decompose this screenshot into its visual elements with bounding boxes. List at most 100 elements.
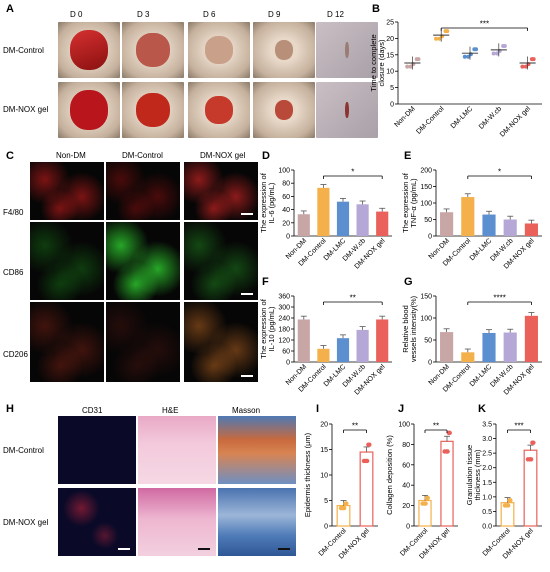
y-tick-label: 2.0: [482, 465, 492, 472]
bar: [503, 332, 517, 362]
y-tick-label: 0: [428, 234, 432, 241]
data-point: [505, 503, 511, 508]
significance-marker: *: [498, 168, 501, 177]
y-tick-label: 2.5: [482, 451, 492, 458]
y-tick-label: 15: [386, 52, 394, 59]
panel-label-j: J: [398, 403, 405, 415]
col-label-dm-nox-gel: DM-NOX gel: [200, 151, 246, 160]
y-axis-label: thickness (mm): [473, 449, 482, 500]
bar: [356, 329, 369, 362]
panel-label-g: G: [404, 276, 413, 288]
col-label-masson: Masson: [232, 406, 261, 415]
y-axis-label: IL-6 (pg/mL): [267, 182, 276, 223]
data-point: [491, 51, 496, 56]
y-tick-label: 20: [402, 503, 410, 510]
data-point: [495, 51, 500, 56]
data-point: [437, 36, 442, 41]
wound-photo: [58, 82, 120, 138]
data-point: [445, 449, 450, 454]
row-label-cd86: CD86: [3, 268, 24, 277]
y-tick-label: 360: [278, 294, 290, 301]
bar: [336, 338, 350, 362]
fluorescence-image: [184, 302, 258, 382]
wound-photo: [253, 22, 315, 78]
panel-label-i: I: [316, 403, 320, 415]
collagen-chart: Collagen deposition (%)020406080100DM-Co…: [385, 422, 458, 560]
y-axis-label: The expression of: [401, 172, 410, 233]
wound-area: [205, 96, 233, 124]
fluorescence-image: [30, 222, 104, 300]
y-tick-label: 1.5: [482, 480, 492, 487]
panel-label-h: H: [6, 403, 14, 415]
y-tick-label: 50: [424, 217, 432, 224]
wound-area: [345, 41, 349, 59]
panel-label-f: F: [262, 276, 269, 288]
wound-area: [135, 32, 171, 68]
wound-area: [345, 101, 349, 119]
data-point: [523, 64, 528, 69]
fluorescence-image: [106, 302, 180, 382]
row-label-dm-control: DM-Control: [3, 446, 44, 455]
data-point: [364, 458, 370, 464]
granulation-chart: Granulation tissue thickness (mm) 0.0 0.5 1.…: [465, 422, 542, 560]
data-point: [502, 43, 507, 48]
col-label-non-dm: Non-DM: [56, 151, 86, 160]
scale-bar: [241, 375, 253, 377]
y-tick-label: 40: [402, 483, 410, 490]
fluorescence-image: [184, 222, 258, 300]
panel-label-c: C: [6, 150, 14, 162]
y-tick-label: 100: [398, 422, 410, 429]
scale-bar: [241, 293, 253, 295]
y-tick-label: 10: [320, 473, 328, 480]
y-tick-label: 5: [324, 498, 328, 505]
y-tick-label: 80: [402, 442, 410, 449]
col-label-dm-control: DM-Control: [122, 151, 163, 160]
bar: [317, 348, 330, 362]
row-label-dm-nox-gel: DM-NOX gel: [3, 518, 49, 527]
bar: [297, 214, 310, 236]
y-tick-label: 0.5: [482, 509, 492, 516]
data-point: [423, 501, 428, 506]
col-label-he: H&E: [162, 406, 179, 415]
y-tick-label: 180: [278, 327, 290, 334]
y-tick-label: 40: [282, 207, 290, 214]
bar: [336, 504, 351, 527]
data-point: [445, 29, 450, 34]
bar: [500, 502, 515, 527]
data-point: [344, 501, 349, 506]
y-tick-label: 20: [386, 36, 394, 43]
y-tick-label: 150: [420, 184, 432, 191]
bar: [461, 197, 475, 236]
wound-area: [274, 39, 294, 61]
scale-bar: [118, 548, 130, 550]
significance-marker: **: [433, 422, 439, 431]
scale-bar: [198, 548, 210, 550]
data-point: [425, 495, 430, 501]
bar: [482, 214, 496, 236]
y-tick-label: 20: [320, 422, 328, 429]
bar: [523, 449, 538, 527]
bar: [376, 211, 389, 236]
data-point: [462, 54, 467, 59]
data-point: [466, 54, 471, 59]
y-tick-label: 300: [278, 305, 290, 312]
y-tick-label: 150: [420, 294, 432, 301]
row-label-f480: F4/80: [3, 208, 24, 217]
y-axis-label: Granulation tissue: [465, 445, 474, 505]
bar: [461, 352, 475, 362]
blood-vessel-chart: Relative blood vessels intensity(%) 0 50 100…: [401, 294, 542, 396]
y-tick-label: 0: [286, 360, 290, 367]
row-label-dm-nox-gel: DM-NOX gel: [3, 105, 49, 114]
y-tick-label: 3.0: [482, 436, 492, 443]
fluorescence-image: [184, 162, 258, 220]
x-tick-label: DM-W.cb: [478, 105, 503, 130]
y-axis-label: Time to complete: [369, 34, 378, 91]
y-tick-label: 100: [420, 316, 432, 323]
tnfa-chart: The expression of TNF-α (pg/mL) 0 50 100 150 2…: [401, 168, 542, 270]
y-tick-label: 3.5: [482, 422, 492, 429]
significance-marker: ****: [493, 294, 505, 303]
wound-area: [205, 36, 233, 64]
row-label-cd206: CD206: [3, 350, 28, 359]
data-point: [447, 430, 452, 436]
bar: [297, 319, 310, 362]
